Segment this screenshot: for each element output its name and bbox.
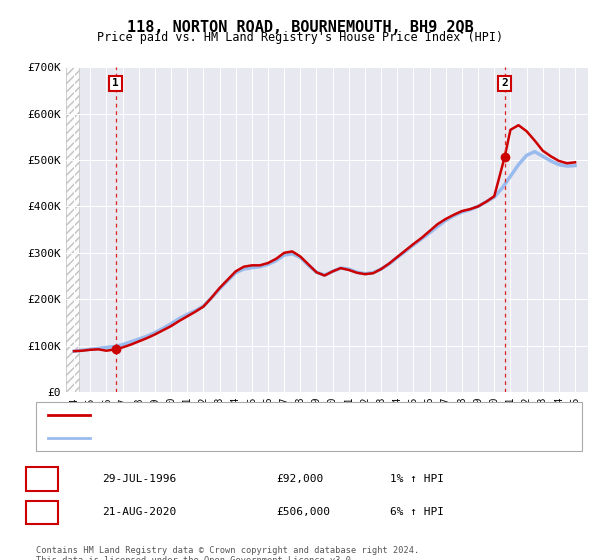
Text: Price paid vs. HM Land Registry's House Price Index (HPI): Price paid vs. HM Land Registry's House … <box>97 31 503 44</box>
Text: £92,000: £92,000 <box>276 474 323 484</box>
Text: 21-AUG-2020: 21-AUG-2020 <box>102 507 176 517</box>
Text: Contains HM Land Registry data © Crown copyright and database right 2024.
This d: Contains HM Land Registry data © Crown c… <box>36 546 419 560</box>
Text: 29-JUL-1996: 29-JUL-1996 <box>102 474 176 484</box>
Text: 1: 1 <box>112 78 119 88</box>
Text: 118, NORTON ROAD, BOURNEMOUTH, BH9 2QB: 118, NORTON ROAD, BOURNEMOUTH, BH9 2QB <box>127 20 473 35</box>
Text: 6% ↑ HPI: 6% ↑ HPI <box>390 507 444 517</box>
Text: 118, NORTON ROAD, BOURNEMOUTH, BH9 2QB (detached house): 118, NORTON ROAD, BOURNEMOUTH, BH9 2QB (… <box>99 410 429 421</box>
Text: £506,000: £506,000 <box>276 507 330 517</box>
Text: 1: 1 <box>38 472 46 486</box>
Text: 2: 2 <box>38 506 46 519</box>
Text: 1% ↑ HPI: 1% ↑ HPI <box>390 474 444 484</box>
Text: HPI: Average price, detached house, Bournemouth Christchurch and Poole: HPI: Average price, detached house, Bour… <box>99 433 519 444</box>
Text: 2: 2 <box>501 78 508 88</box>
